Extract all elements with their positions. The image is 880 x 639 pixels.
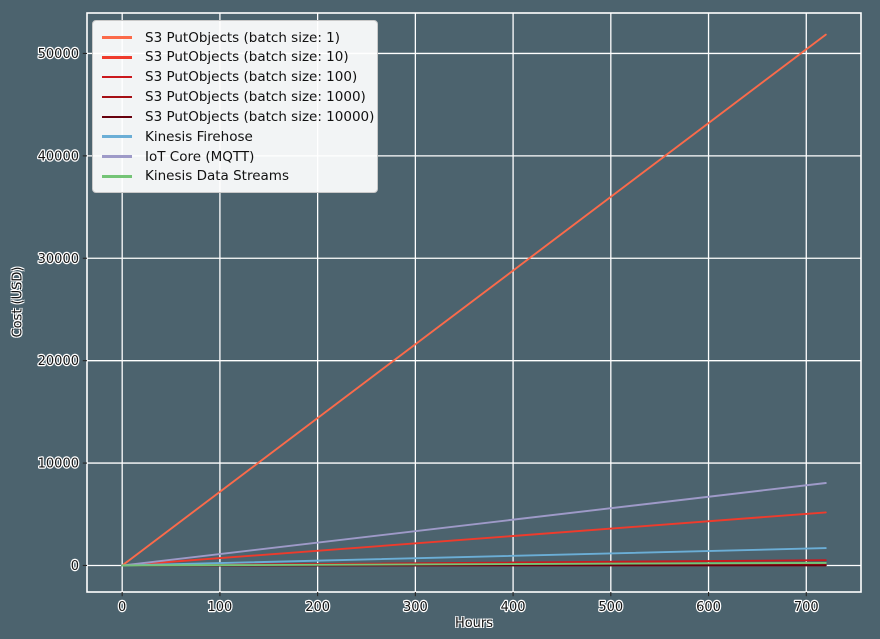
legend: S3 PutObjects (batch size: 1) S3 PutObjec… — [92, 20, 378, 193]
legend-swatch-icon — [102, 155, 132, 158]
series-line-kinesis-data-streams — [121, 561, 827, 567]
legend-item-label: S3 PutObjects (batch size: 10) — [145, 49, 349, 66]
legend-item-label: Kinesis Firehose — [145, 128, 253, 145]
legend-item-label: S3 PutObjects (batch size: 1000) — [145, 89, 366, 106]
x-axis-label: Hours — [454, 616, 494, 631]
legend-swatch-icon — [102, 95, 132, 99]
x-tick-label-0: 0 — [118, 600, 126, 615]
legend-item-label: IoT Core (MQTT) — [145, 148, 255, 165]
series-line-s3-putobjects-batch-size-1 — [121, 33, 827, 567]
legend-swatch-icon — [102, 36, 132, 39]
y-tick-label-50000: 50000 — [38, 47, 79, 62]
x-tick-label-600: 600 — [696, 600, 721, 615]
legend-item-label: Kinesis Data Streams — [145, 168, 289, 185]
axes-spines — [86, 12, 862, 593]
y-axis-label: Cost (USD) — [10, 266, 26, 338]
y-tick-label-0: 0 — [71, 559, 79, 574]
legend-item-s3-putobjects-batch-size-1000: S3 PutObjects (batch size: 1000) — [102, 88, 369, 107]
y-tick-label-10000: 10000 — [38, 457, 79, 472]
legend-swatch-icon — [102, 115, 132, 119]
legend-swatch-icon — [102, 75, 132, 79]
legend-item-label: S3 PutObjects (batch size: 10000) — [145, 108, 375, 125]
y-tick-label-40000: 40000 — [38, 149, 79, 164]
legend-swatch-icon — [102, 56, 132, 59]
legend-swatch-icon — [102, 135, 132, 139]
legend-item-s3-putobjects-batch-size-1: S3 PutObjects (batch size: 1) — [102, 28, 369, 47]
legend-swatch-icon — [102, 175, 132, 178]
x-tick-label-700: 700 — [794, 600, 819, 615]
legend-item-kinesis-firehose: Kinesis Firehose — [102, 127, 369, 146]
legend-item-label: S3 PutObjects (batch size: 100) — [145, 69, 358, 86]
y-tick-label-30000: 30000 — [38, 252, 79, 267]
x-tick-label-100: 100 — [207, 600, 232, 615]
legend-item-kinesis-data-streams: Kinesis Data Streams — [102, 167, 369, 186]
legend-item-label: S3 PutObjects (batch size: 1) — [145, 29, 341, 46]
series-line-s3-putobjects-batch-size-10 — [121, 511, 827, 567]
legend-item-iot-core-mqtt: IoT Core (MQTT) — [102, 147, 369, 166]
x-tick-label-200: 200 — [305, 600, 330, 615]
series-line-kinesis-firehose — [121, 547, 827, 567]
x-tick-label-400: 400 — [501, 600, 526, 615]
series-line-iot-core-mqtt — [121, 482, 827, 567]
legend-item-s3-putobjects-batch-size-10000: S3 PutObjects (batch size: 10000) — [102, 107, 374, 126]
y-tick-label-20000: 20000 — [38, 354, 79, 369]
x-tick-label-300: 300 — [403, 600, 428, 615]
legend-item-s3-putobjects-batch-size-10: S3 PutObjects (batch size: 10) — [102, 48, 369, 67]
x-tick-label-500: 500 — [598, 600, 623, 615]
legend-item-s3-putobjects-batch-size-100: S3 PutObjects (batch size: 100) — [102, 68, 369, 87]
